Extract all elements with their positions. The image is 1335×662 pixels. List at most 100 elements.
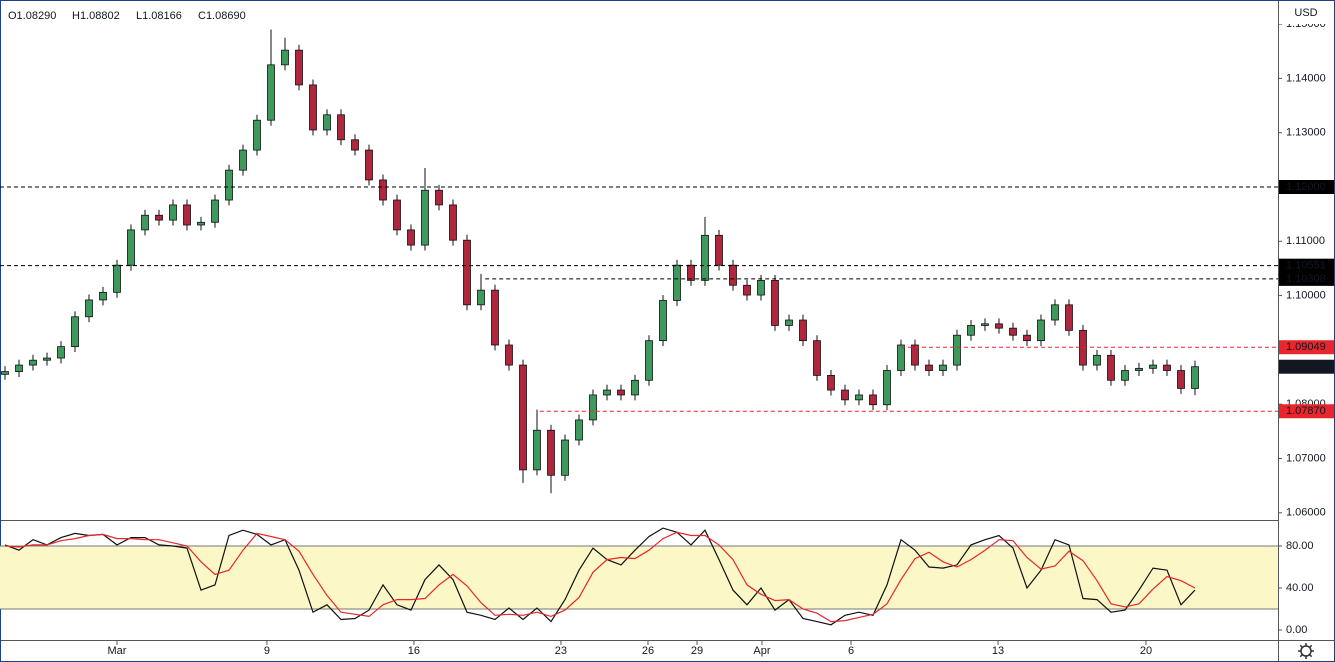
candle-body [771, 279, 779, 326]
last-price-box [1279, 359, 1334, 374]
candle-body [407, 229, 415, 246]
x-tick-label: 26 [642, 645, 654, 657]
candle-body [99, 291, 107, 301]
currency-box [1279, 2, 1334, 24]
settings-icon[interactable] [1298, 643, 1314, 659]
candle-body [393, 199, 401, 231]
y-tick-label: 1.10000 [1286, 289, 1326, 301]
candle-body [169, 204, 177, 221]
x-tick-label: 23 [555, 645, 567, 657]
candle-body [29, 359, 37, 366]
y-tick-label: 1.11000 [1286, 235, 1325, 247]
candle-body [1023, 334, 1031, 342]
candle-body [1051, 304, 1059, 321]
level-label-box [1279, 404, 1334, 419]
candle-body [71, 316, 79, 348]
level-label-box [1279, 258, 1334, 273]
candle-body [1191, 366, 1199, 389]
candle-body [1149, 364, 1157, 369]
candle-body [463, 239, 471, 306]
candle-body [519, 364, 527, 471]
candle-body [141, 214, 149, 231]
oscillator-line [4, 527, 1196, 626]
candle-body [617, 389, 625, 396]
candle-body [547, 429, 555, 476]
candle-body [953, 334, 961, 366]
ohlc-header: O1.08290 [8, 10, 56, 22]
candle-body [1037, 319, 1045, 342]
candle-body [981, 323, 989, 326]
level-label: 1.07870 [1286, 405, 1326, 417]
candle-body [533, 429, 541, 471]
candle-body [897, 344, 905, 371]
candle-body [253, 119, 261, 151]
candle-body [85, 299, 93, 318]
candle-body [477, 289, 485, 306]
y-tick-label: 40.00 [1286, 582, 1314, 594]
x-tick-label: Mar [108, 645, 127, 657]
x-tick-label: Apr [753, 645, 770, 657]
candle-body [267, 64, 275, 121]
level-label-box [1279, 340, 1334, 355]
candle-body [1, 371, 9, 375]
candle-body [281, 49, 289, 66]
candle-body [1107, 354, 1115, 381]
x-tick-label: 29 [691, 645, 703, 657]
candle-body [449, 204, 457, 241]
candle-body [225, 169, 233, 201]
candle-body [113, 264, 121, 293]
level-label: 1.12000 [1286, 181, 1326, 193]
candle-body [379, 179, 387, 201]
candle-body [967, 325, 975, 336]
candle-body [435, 189, 443, 206]
ohlc-header: L1.08166 [136, 10, 182, 22]
x-tick-label: 13 [992, 645, 1004, 657]
candle-body [127, 229, 135, 266]
candle-body [827, 375, 835, 391]
candle-body [911, 344, 919, 366]
candle-body [183, 204, 191, 226]
candle-body [491, 289, 499, 346]
candle-body [309, 84, 317, 131]
x-tick-label: 9 [264, 645, 270, 657]
candle-body [589, 394, 597, 421]
ohlc-header: C1.08690 [198, 10, 246, 22]
candle-body [701, 234, 709, 281]
candle-body [561, 439, 569, 476]
candle-body [421, 189, 429, 246]
candle-body [323, 114, 331, 131]
candle-body [1009, 327, 1017, 336]
candle-body [785, 319, 793, 326]
candle-body [687, 264, 695, 281]
candle-body [1093, 354, 1101, 366]
candle-body [603, 389, 611, 396]
candle-body [729, 264, 737, 286]
x-tick-label: 6 [848, 645, 854, 657]
candle-body [757, 279, 765, 296]
candle-body [841, 389, 849, 401]
candle-body [855, 394, 863, 401]
ohlc-header: H1.08802 [72, 10, 120, 22]
candle-body [1121, 370, 1129, 381]
y-tick-label: 1.07000 [1286, 452, 1326, 464]
level-label: 1.09049 [1286, 341, 1326, 353]
y-tick-label: 0.00 [1286, 624, 1307, 636]
candle-body [351, 139, 359, 151]
candle-body [939, 364, 947, 371]
candle-body [295, 49, 303, 86]
y-tick-label: 80.00 [1286, 540, 1314, 552]
candle-body [799, 319, 807, 342]
candle-body [645, 340, 653, 381]
candle-body [925, 364, 933, 371]
candle-body [575, 419, 583, 441]
candle-body [197, 221, 205, 226]
candle-body [1135, 367, 1143, 371]
x-tick-label: 16 [408, 645, 420, 657]
candle-body [631, 379, 639, 396]
oscillator-line [4, 531, 1196, 623]
currency-label: USD [1294, 7, 1317, 19]
last-price-label: 1.08690 [1286, 361, 1326, 373]
candle-body [715, 234, 723, 266]
candle-body [15, 364, 23, 373]
